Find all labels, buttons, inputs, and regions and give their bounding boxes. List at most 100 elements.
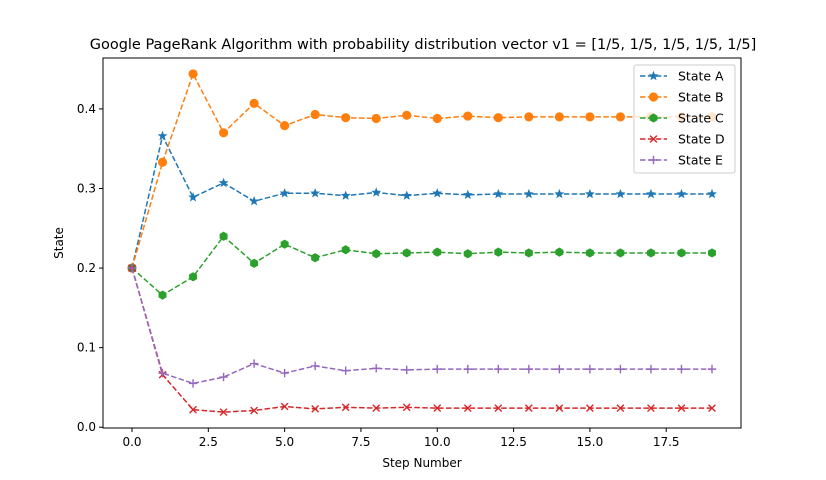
data-point bbox=[554, 112, 564, 122]
data-point bbox=[157, 130, 168, 141]
data-point bbox=[402, 110, 412, 120]
data-point bbox=[646, 188, 656, 199]
data-point bbox=[189, 405, 197, 414]
data-point bbox=[310, 361, 320, 371]
data-point bbox=[311, 253, 320, 263]
legend-item: State C bbox=[640, 111, 724, 126]
data-point bbox=[616, 364, 625, 374]
data-point bbox=[554, 188, 565, 199]
legend-item: State B bbox=[640, 90, 724, 105]
data-point bbox=[310, 188, 321, 198]
data-point bbox=[372, 249, 381, 259]
data-point bbox=[524, 364, 534, 374]
data-point bbox=[432, 188, 443, 198]
data-point bbox=[249, 359, 259, 368]
data-point bbox=[463, 249, 472, 259]
data-point bbox=[555, 404, 564, 413]
data-point bbox=[402, 403, 411, 412]
y-tick-label: 0.1 bbox=[77, 341, 96, 355]
data-point bbox=[219, 372, 228, 382]
data-point bbox=[250, 258, 259, 268]
series-line bbox=[131, 267, 712, 413]
y-axis-label: State bbox=[52, 227, 66, 259]
data-point bbox=[555, 364, 564, 374]
chart-title: Google PageRank Algorithm with probabili… bbox=[90, 37, 757, 53]
legend-marker bbox=[649, 155, 658, 165]
data-point bbox=[188, 192, 198, 202]
x-axis-label: Step Number bbox=[382, 456, 461, 470]
legend-label: State A bbox=[678, 69, 724, 84]
data-point bbox=[707, 188, 717, 199]
data-point bbox=[463, 364, 472, 374]
data-point bbox=[524, 248, 533, 258]
data-point bbox=[340, 190, 351, 200]
data-point bbox=[524, 404, 533, 413]
data-point bbox=[280, 402, 289, 411]
data-point bbox=[432, 113, 442, 124]
data-point bbox=[219, 231, 228, 241]
data-point bbox=[463, 404, 472, 413]
series-line bbox=[131, 72, 712, 269]
data-point bbox=[493, 188, 504, 199]
data-point bbox=[341, 366, 350, 375]
x-tick-label: 12.5 bbox=[500, 435, 527, 449]
legend-label: State B bbox=[678, 90, 724, 105]
data-point bbox=[310, 109, 320, 120]
legend: State A State B State C State D State E bbox=[633, 64, 736, 174]
y-tick-label: 0.2 bbox=[77, 261, 96, 275]
series-state-d bbox=[128, 264, 716, 416]
data-point bbox=[524, 112, 534, 122]
legend-marker bbox=[649, 135, 658, 143]
data-point bbox=[189, 272, 198, 282]
data-point bbox=[585, 364, 595, 374]
data-point bbox=[615, 112, 626, 122]
data-point bbox=[615, 188, 626, 199]
legend-marker bbox=[648, 92, 659, 102]
data-point bbox=[585, 112, 595, 122]
data-point bbox=[188, 69, 198, 79]
legend-item: State D bbox=[640, 132, 725, 147]
data-point bbox=[341, 113, 351, 123]
data-point bbox=[708, 248, 716, 258]
series-line bbox=[131, 133, 712, 269]
data-point bbox=[584, 188, 595, 199]
series-state-c bbox=[128, 231, 716, 300]
plot-area bbox=[127, 69, 717, 416]
data-point bbox=[311, 405, 320, 413]
data-point bbox=[401, 190, 412, 200]
data-point bbox=[646, 248, 655, 258]
data-point bbox=[677, 364, 686, 374]
legend-item: State E bbox=[640, 153, 723, 168]
x-tick-label: 5.0 bbox=[275, 435, 294, 449]
data-point bbox=[616, 404, 625, 413]
data-point bbox=[280, 368, 289, 378]
data-point bbox=[249, 98, 259, 108]
y-axis: 0.0 0.1 0.2 0.3 0.4 bbox=[77, 102, 103, 434]
y-tick-label: 0.4 bbox=[77, 102, 96, 116]
series-state-e bbox=[127, 263, 717, 388]
series-state-a bbox=[127, 130, 717, 273]
x-tick-label: 17.5 bbox=[653, 435, 680, 449]
data-point bbox=[371, 187, 382, 197]
data-point bbox=[127, 263, 137, 273]
data-point bbox=[280, 239, 289, 249]
x-tick-label: 2.5 bbox=[199, 435, 218, 449]
data-point bbox=[463, 111, 473, 121]
legend-box bbox=[633, 64, 736, 174]
series-line bbox=[131, 235, 712, 297]
x-tick-label: 7.5 bbox=[351, 435, 370, 449]
legend-label: State E bbox=[678, 153, 723, 168]
x-axis: 0.0 2.5 5.0 7.5 10.0 12.5 15.0 17.5 bbox=[122, 428, 680, 449]
data-point bbox=[433, 364, 442, 374]
data-point bbox=[494, 404, 503, 413]
data-point bbox=[493, 113, 503, 123]
data-point bbox=[158, 290, 167, 300]
legend-marker bbox=[648, 70, 659, 81]
data-point bbox=[250, 406, 258, 415]
data-point bbox=[707, 364, 717, 374]
data-point bbox=[462, 189, 473, 200]
data-point bbox=[157, 157, 168, 167]
series-line bbox=[131, 267, 712, 385]
data-point bbox=[249, 196, 260, 206]
